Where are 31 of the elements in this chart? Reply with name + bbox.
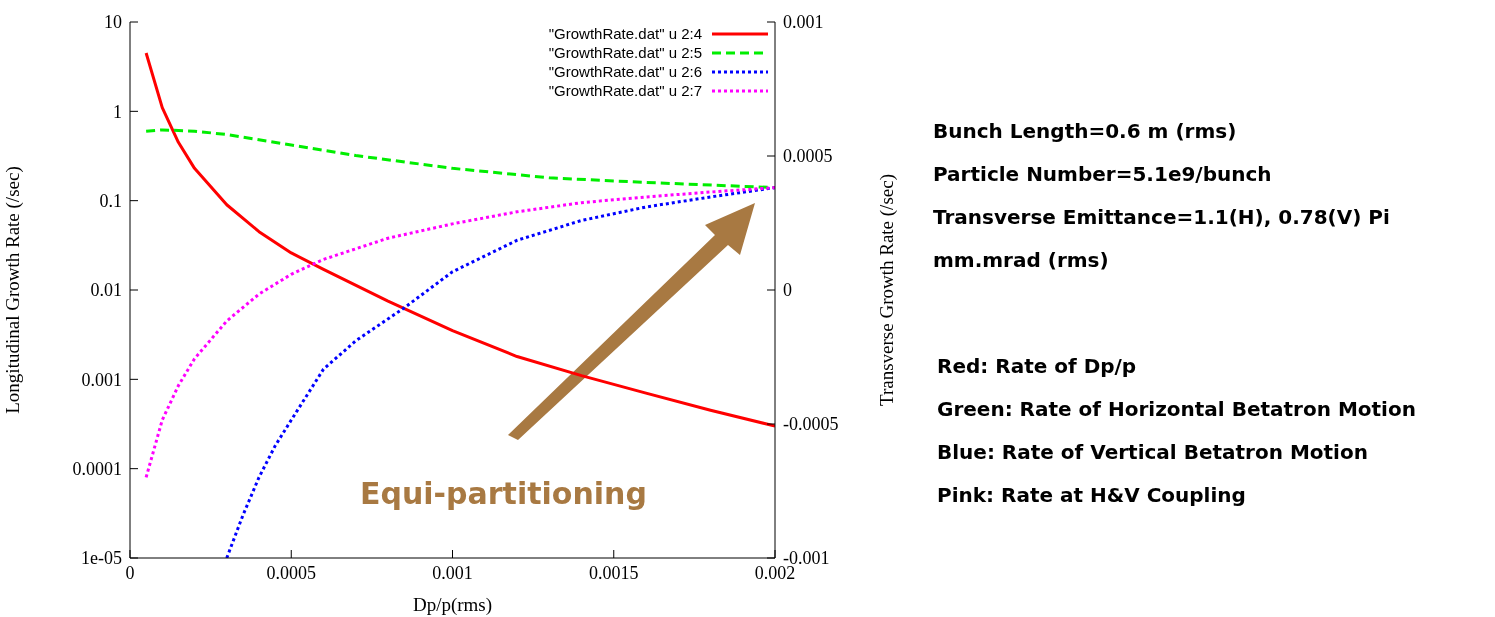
y-tick-label: 10 — [104, 12, 122, 33]
y2-axis-title: Transverse Growth Rate (/sec) — [875, 174, 898, 406]
text: Blue: Rate of Vertical Betatron Motion — [937, 439, 1369, 466]
legend-label: "GrowthRate.dat" u 2:4 — [548, 24, 702, 43]
y-tick-label: 0.001 — [81, 369, 122, 390]
y2-tick-label: 0.0005 — [783, 146, 833, 167]
y-tick-label: 1 — [113, 101, 122, 122]
text: Particle Number=5.1e9/bunch — [933, 161, 1273, 188]
x-tick-label: 0.001 — [432, 562, 473, 583]
x-tick-label: 0 — [125, 562, 135, 583]
y-axis-title: Longitudinal Growth Rate (/sec) — [1, 166, 24, 414]
text: Pink: Rate at H&V Coupling — [937, 482, 1247, 509]
text: Transverse Emittance=1.1(H), 0.78(V) Pi mm.mrad (rms) — [933, 204, 1391, 274]
text: Red: Rate of Dp/p — [937, 353, 1138, 380]
y-tick-label: 0.1 — [99, 191, 122, 212]
y-tick-label: 0.01 — [90, 280, 122, 301]
y2-tick-label: 0.001 — [783, 12, 824, 33]
legend-label: "GrowthRate.dat" u 2:7 — [548, 81, 702, 100]
x-tick-label: 0.0015 — [589, 562, 639, 583]
x-tick-label: 0.0005 — [266, 562, 316, 583]
text: Bunch Length=0.6 m (rms) — [933, 118, 1238, 145]
legend-label: "GrowthRate.dat" u 2:5 — [548, 43, 702, 62]
legend-label: "GrowthRate.dat" u 2:6 — [548, 62, 702, 81]
y2-tick-label: 0 — [783, 280, 792, 301]
y-tick-label: 0.0001 — [72, 459, 122, 480]
text: Green: Rate of Horizontal Betatron Motion — [937, 396, 1417, 423]
line-series — [144, 186, 775, 479]
y2-tick-label: -0.0005 — [783, 414, 839, 435]
y-tick-label: 1e-05 — [81, 548, 122, 569]
x-axis-title: Dp/p(rms) — [412, 594, 493, 616]
annotation: Equi-partitioning — [360, 476, 647, 511]
